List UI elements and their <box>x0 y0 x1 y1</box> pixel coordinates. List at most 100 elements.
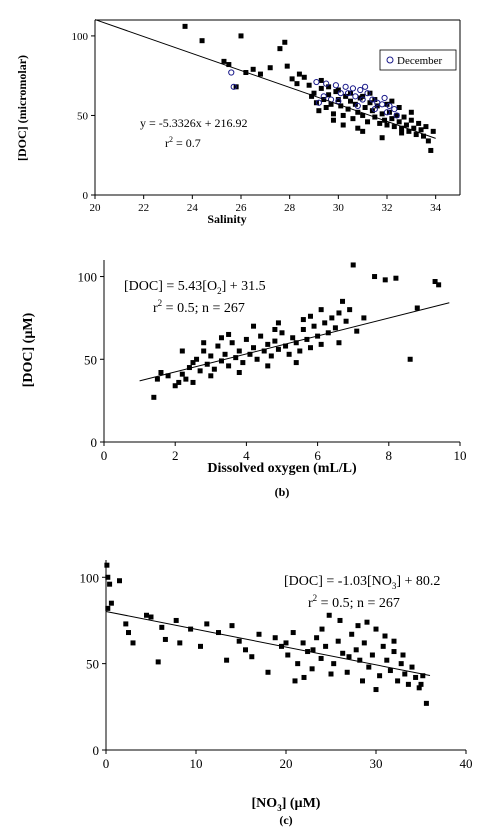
y-tick-label: 0 <box>83 190 89 202</box>
data-point <box>151 394 157 400</box>
data-point <box>336 340 342 346</box>
data-point <box>407 356 413 362</box>
data-point <box>251 323 257 329</box>
data-point <box>373 687 379 693</box>
x-tick-label: 30 <box>333 202 345 214</box>
data-point <box>391 124 397 130</box>
data-point <box>311 90 317 96</box>
data-point-december <box>335 98 342 105</box>
data-point <box>265 363 271 369</box>
data-point <box>373 626 379 632</box>
data-point <box>216 630 221 636</box>
data-point <box>197 368 203 374</box>
y-tick-label: 100 <box>72 31 89 43</box>
data-point <box>254 356 260 362</box>
data-point <box>372 274 378 280</box>
data-point <box>277 46 283 52</box>
data-point <box>318 655 324 661</box>
data-point <box>389 116 395 122</box>
data-point-december <box>315 99 322 106</box>
data-point <box>183 376 189 382</box>
data-point <box>272 338 278 344</box>
data-point <box>319 626 325 632</box>
data-point <box>355 109 361 115</box>
data-point <box>306 82 312 88</box>
data-point-december <box>230 83 237 90</box>
data-point <box>186 365 192 371</box>
data-point <box>355 623 361 629</box>
data-point <box>332 325 338 331</box>
data-point <box>289 76 295 82</box>
data-point-december <box>383 109 391 116</box>
y-tick-label: 50 <box>84 352 97 367</box>
data-point <box>346 654 352 660</box>
data-point <box>331 661 337 667</box>
data-point-december <box>359 96 366 103</box>
data-point <box>218 358 224 364</box>
y-tick-label: 50 <box>77 110 89 122</box>
data-point <box>326 92 332 98</box>
data-point <box>335 638 341 644</box>
data-point <box>240 360 246 366</box>
trendline-salinity <box>94 19 436 139</box>
data-point <box>272 635 278 641</box>
data-point <box>236 638 242 644</box>
data-point <box>384 122 390 128</box>
data-point <box>377 673 383 679</box>
data-point <box>394 112 400 118</box>
data-point <box>300 317 306 323</box>
data-point <box>310 647 316 653</box>
data-point <box>399 125 405 131</box>
data-point <box>416 120 422 126</box>
data-point <box>403 122 409 128</box>
r-squared-salinity: r2 = 0.7 <box>165 135 201 150</box>
y-axis-label-oxygen: [DOC] (µM) <box>21 312 36 387</box>
data-point <box>249 654 255 660</box>
data-point <box>243 336 249 342</box>
data-point-december <box>362 83 369 90</box>
data-point <box>430 128 436 134</box>
data-point <box>300 326 306 332</box>
data-point <box>428 147 434 153</box>
data-point <box>292 678 298 684</box>
data-point <box>194 356 200 362</box>
data-point <box>283 343 289 349</box>
data-point <box>360 128 366 134</box>
data-point <box>285 652 291 658</box>
x-tick-label: 20 <box>280 756 293 771</box>
chart-salinity: 20 22 24 26 28 30 32 34 0 50 100 y = -5.3326x + 21… <box>15 19 461 226</box>
y-axis-label-salinity: [DOC] (micromolar) <box>15 55 29 161</box>
data-point-december <box>393 112 400 119</box>
data-point <box>436 282 442 288</box>
data-point <box>326 84 332 90</box>
x-tick-label: 6 <box>314 448 321 463</box>
data-point <box>155 659 161 665</box>
data-point <box>265 669 271 675</box>
data-point <box>257 71 263 77</box>
data-point <box>340 122 346 128</box>
data-point <box>423 700 429 706</box>
data-point <box>361 640 367 646</box>
data-point <box>414 305 420 311</box>
panel-label-b: (b) <box>275 485 290 499</box>
data-point <box>108 600 114 606</box>
data-point <box>296 71 302 77</box>
data-point <box>300 640 306 646</box>
x-tick-label: 40 <box>460 756 473 771</box>
data-point <box>105 574 111 580</box>
data-point <box>295 661 301 667</box>
data-point <box>165 373 171 379</box>
data-point <box>204 621 210 627</box>
data-point <box>162 636 168 642</box>
data-point <box>380 643 386 649</box>
data-point <box>284 63 290 69</box>
data-point-december <box>313 78 320 86</box>
x-tick-label: 30 <box>370 756 383 771</box>
data-point <box>402 671 408 677</box>
data-point <box>349 631 355 637</box>
x-tick-label: 20 <box>90 202 102 214</box>
data-point <box>391 638 397 644</box>
data-point-december <box>381 94 388 102</box>
data-point <box>330 117 336 123</box>
